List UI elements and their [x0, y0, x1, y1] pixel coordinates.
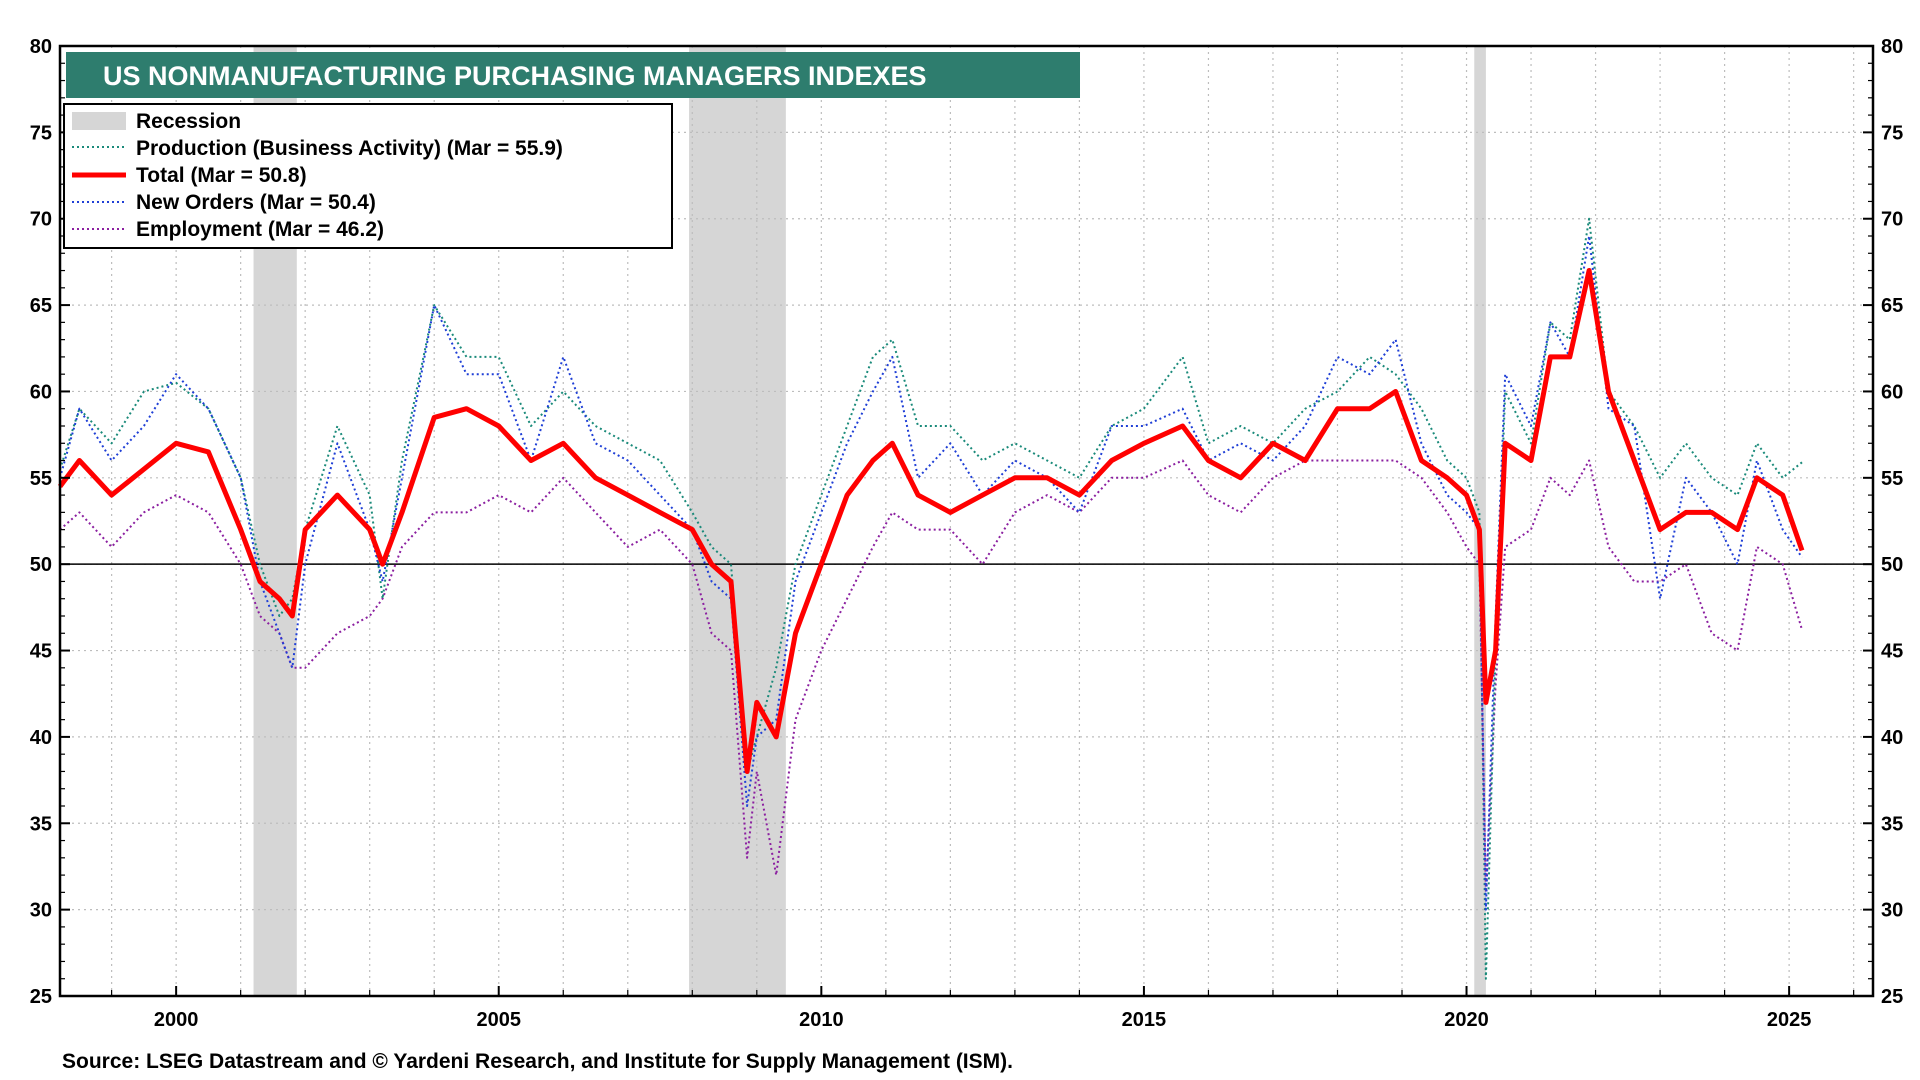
x-tick-label-2020: 2020 [1444, 1009, 1489, 1031]
series-group [57, 217, 1805, 980]
y-tick-label-right-35: 35 [1881, 813, 1903, 835]
plot-frame [58, 44, 1875, 998]
chart-title: US NONMANUFACTURING PURCHASING MANAGERS … [103, 61, 927, 91]
y-tick-label-right-65: 65 [1881, 295, 1903, 317]
y-tick-label-left-70: 70 [30, 209, 52, 231]
y-tick-label-right-45: 45 [1881, 641, 1903, 663]
y-tick-label-left-45: 45 [30, 641, 52, 663]
legend-label-employment: Employment (Mar = 46.2) [136, 218, 384, 241]
y-tick-label-left-80: 80 [30, 36, 52, 58]
legend-label-total: Total (Mar = 50.8) [136, 164, 307, 187]
legend-swatch-recession [72, 112, 126, 130]
axes: 25 30 35 40 45 50 55 60 65 70 75 80 25 30 35 40 45 50 55 60… [30, 36, 1904, 1031]
grid-lines [60, 46, 1873, 996]
x-tick-label-2025: 2025 [1767, 1009, 1812, 1031]
y-tick-label-left-25: 25 [30, 986, 52, 1008]
series-line-total [57, 268, 1805, 774]
y-tick-label-right-25: 25 [1881, 986, 1903, 1008]
y-tick-label-left-55: 55 [30, 468, 52, 490]
y-tick-label-right-60: 60 [1881, 381, 1903, 403]
y-tick-label-left-75: 75 [30, 122, 52, 144]
y-tick-label-left-60: 60 [30, 381, 52, 403]
series-line-employment [59, 459, 1803, 894]
y-tick-label-left-35: 35 [30, 813, 52, 835]
x-tick-label-2010: 2010 [799, 1009, 844, 1031]
title-banner: US NONMANUFACTURING PURCHASING MANAGERS … [66, 52, 1080, 98]
y-tick-label-right-40: 40 [1881, 727, 1903, 749]
recession-band-1 [689, 46, 786, 996]
legend-label-production: Production (Business Activity) (Mar = 55… [136, 137, 563, 160]
y-tick-label-right-70: 70 [1881, 209, 1903, 231]
recession-band-2 [1474, 46, 1486, 996]
x-tick-label-2015: 2015 [1122, 1009, 1167, 1031]
y-tick-label-right-80: 80 [1881, 36, 1903, 58]
legend-box [63, 103, 673, 249]
x-tick-label-2000: 2000 [154, 1009, 199, 1031]
y-tick-label-right-30: 30 [1881, 900, 1903, 922]
y-tick-label-right-50: 50 [1881, 554, 1903, 576]
source-note: Source: LSEG Datastream and © Yardeni Re… [62, 1050, 1013, 1073]
legend-label-recession: Recession [136, 110, 241, 133]
y-tick-label-left-30: 30 [30, 900, 52, 922]
x-tick-label-2005: 2005 [476, 1009, 521, 1031]
title-background [66, 52, 1080, 98]
y-tick-label-left-50: 50 [30, 554, 52, 576]
y-tick-label-right-55: 55 [1881, 468, 1903, 490]
series-line-production [59, 217, 1803, 980]
y-tick-label-left-40: 40 [30, 727, 52, 749]
y-tick-label-left-65: 65 [30, 295, 52, 317]
y-tick-label-right-75: 75 [1881, 122, 1903, 144]
legend-label-new-orders: New Orders (Mar = 50.4) [136, 191, 376, 214]
series-line-new-orders [59, 235, 1803, 911]
legend: Recession Production (Business Activity)… [63, 103, 673, 249]
